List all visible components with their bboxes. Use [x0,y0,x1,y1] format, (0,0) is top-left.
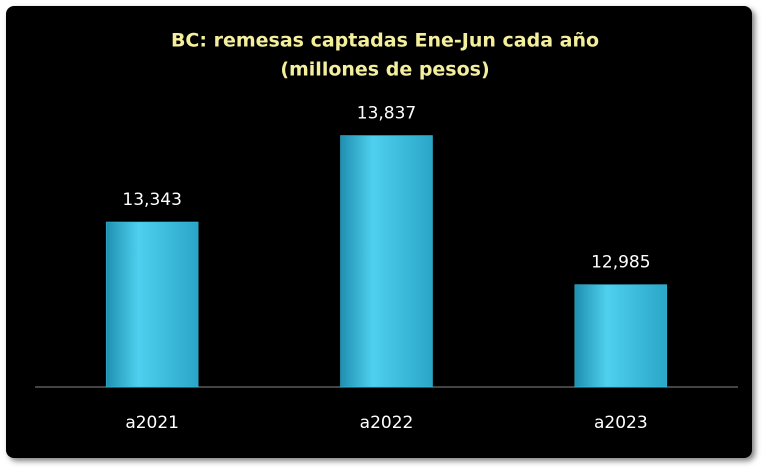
x-tick-label: a2021 [125,413,179,433]
value-label: 13,343 [122,190,181,210]
x-tick-label: a2023 [594,413,648,433]
chart-subtitle: (millones de pesos) [280,59,489,81]
bar [105,221,199,388]
bar [574,284,668,388]
value-label: 13,837 [357,104,416,124]
value-label: 12,985 [591,253,650,273]
x-tick-label: a2022 [360,413,414,433]
bar [340,135,433,388]
chart-title: BC: remesas captadas Ene-Jun cada año [171,30,599,52]
